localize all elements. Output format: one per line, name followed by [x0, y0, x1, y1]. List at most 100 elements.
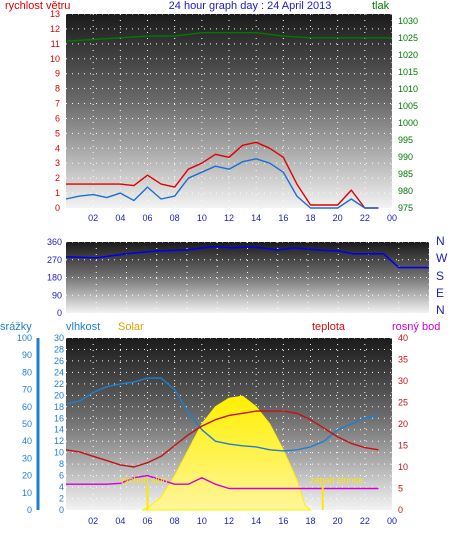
humidity-tick-label: 28: [54, 344, 64, 354]
solar-area: [141, 395, 312, 511]
wind-y-tick-label: 9: [55, 69, 60, 79]
humidity-tick-label: 2: [59, 494, 64, 504]
pressure-tick-label: 1015: [398, 67, 418, 77]
gust-line: [65, 158, 379, 209]
climate-series: [65, 377, 379, 511]
humidity-tick-label: 0: [59, 505, 64, 515]
rain-tick-label: 80: [22, 367, 32, 377]
wind-y-tick-label: 12: [50, 24, 60, 34]
wind-x-tick-label: 20: [333, 213, 343, 223]
humidity-tick-label: 4: [59, 482, 64, 492]
rain-tick-label: 20: [22, 471, 32, 481]
dewpoint-label: rosný bod: [392, 321, 440, 333]
humidity-tick-label: 16: [54, 413, 64, 423]
climate-x-tick-label: 06: [142, 516, 152, 526]
pressure-line: [65, 32, 392, 42]
wind-x-tick-label: 08: [170, 213, 180, 223]
pressure-tick-label: 1010: [398, 84, 418, 94]
temp-tick-label: 5: [398, 484, 403, 494]
direction-y-tick-label: 0: [57, 308, 62, 318]
climate-x-tick-label: 10: [197, 516, 207, 526]
pressure-axis-label: tlak: [372, 0, 390, 12]
pressure-tick-label: 1000: [398, 118, 418, 128]
direction-y-tick-label: 90: [52, 290, 62, 300]
humidity-tick-label: 14: [54, 425, 64, 435]
wind-y-tick-label: 0: [55, 203, 60, 213]
pressure-tick-label: 990: [398, 152, 413, 162]
climate-x-tick-label: 08: [170, 516, 180, 526]
climate-x-tick-label: 02: [88, 516, 98, 526]
pressure-tick-label: 985: [398, 169, 413, 179]
compass-label: E: [436, 286, 444, 300]
wind-x-tick-label: 16: [278, 213, 288, 223]
wind-x-tick-label: 22: [360, 213, 370, 223]
rain-tick-label: 90: [22, 350, 32, 360]
humidity-axis-label: vlhkost: [66, 321, 100, 333]
wind-y-tick-label: 7: [55, 99, 60, 109]
wind-x-axis: 02 04 06 08 10 12 14 16 18 20 22 00: [88, 213, 397, 223]
compass-label: W: [436, 251, 448, 265]
wind-x-tick-label: 04: [115, 213, 125, 223]
direction-y-tick-label: 180: [47, 273, 62, 283]
humidity-tick-label: 26: [54, 356, 64, 366]
wind-x-tick-label: 00: [387, 213, 397, 223]
climate-x-tick-label: 00: [387, 516, 397, 526]
pressure-tick-label: 1030: [398, 16, 418, 26]
wind-y-tick-label: 5: [55, 128, 60, 138]
rain-tick-label: 50: [22, 419, 32, 429]
direction-y-tick-label: 270: [47, 255, 62, 265]
humidity-tick-label: 10: [54, 448, 64, 458]
temp-axis-label: teplota: [312, 321, 346, 333]
climate-x-tick-label: 12: [224, 516, 234, 526]
humidity-tick-label: 22: [54, 379, 64, 389]
humidity-tick-label: 12: [54, 436, 64, 446]
direction-series: [65, 245, 429, 269]
rain-tick-label: 10: [22, 488, 32, 498]
rain-tick-label: 100: [17, 333, 32, 343]
temp-tick-label: 40: [398, 333, 408, 343]
humidity-tick-label: 30: [54, 333, 64, 343]
wind-plot-background: [66, 14, 392, 208]
compass-label: S: [436, 269, 444, 283]
humidity-tick-label: 20: [54, 390, 64, 400]
rain-axis-label: srážky: [0, 321, 32, 333]
pressure-tick-label: 1020: [398, 50, 418, 60]
temp-tick-label: 35: [398, 355, 408, 365]
compass-label: N: [436, 303, 445, 317]
direction-y-tick-label: 360: [47, 237, 62, 247]
temperature-axis: 0 5 10 15 20 25 30 35 40: [398, 333, 408, 515]
direction-grid: [66, 241, 430, 314]
humidity-tick-label: 18: [54, 402, 64, 412]
pressure-tick-label: 975: [398, 203, 413, 213]
rain-tick-label: 40: [22, 436, 32, 446]
wind-x-tick-label: 18: [305, 213, 315, 223]
climate-x-tick-label: 22: [360, 516, 370, 526]
temp-tick-label: 30: [398, 376, 408, 386]
wind-x-tick-label: 02: [88, 213, 98, 223]
wind-series: [65, 32, 392, 209]
chart-title: 24 hour graph day : 24 April 2013: [169, 0, 332, 12]
sunset-label: západ slunce: [310, 475, 363, 485]
wind-y-tick-label: 13: [50, 9, 60, 19]
rain-tick-label: 0: [27, 505, 32, 515]
wind-y-tick-label: 3: [55, 158, 60, 168]
solar-label: Solar: [118, 321, 144, 333]
temp-tick-label: 10: [398, 462, 408, 472]
temp-line: [65, 410, 379, 468]
temp-tick-label: 25: [398, 398, 408, 408]
wind-line: [66, 141, 379, 209]
sunrise-label: východ slun: [120, 475, 168, 485]
pressure-tick-label: 1025: [398, 33, 418, 43]
rain-tick-label: 30: [22, 453, 32, 463]
climate-x-tick-label: 04: [115, 516, 125, 526]
humidity-line: [65, 377, 379, 452]
climate-x-axis: 02 04 06 08 10 12 14 16 18 20 22 00: [88, 516, 397, 526]
wind-y-tick-label: 11: [51, 39, 60, 49]
humidity-tick-label: 6: [59, 471, 64, 481]
wind-axis-label: rychlost větru: [5, 0, 70, 12]
climate-x-tick-label: 16: [278, 516, 288, 526]
pressure-tick-label: 1005: [398, 101, 418, 111]
